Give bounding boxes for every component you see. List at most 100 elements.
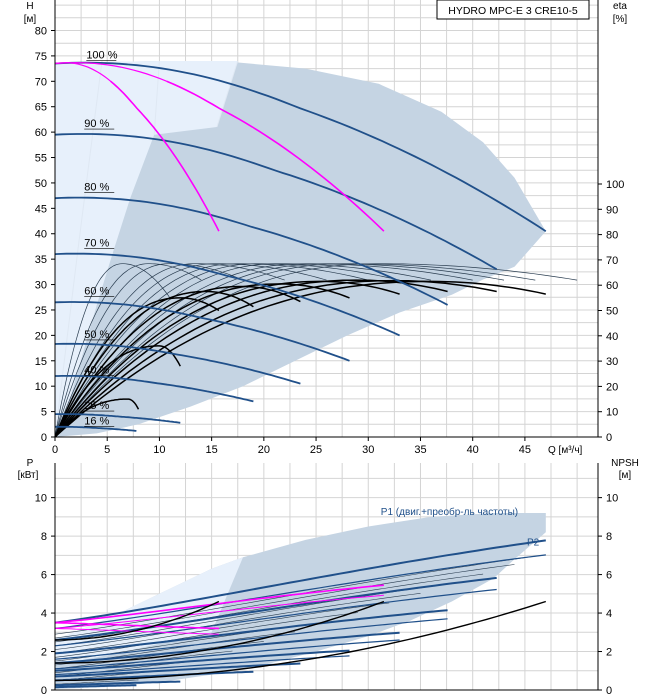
qh-partial-pump-curve <box>166 80 385 232</box>
power-envelope <box>55 513 546 689</box>
p1-curve <box>54 609 448 655</box>
envelope-edge <box>216 60 239 128</box>
right-tick-label: 50 <box>606 306 618 318</box>
qh-speed-curve <box>54 342 301 385</box>
operating-envelope <box>55 61 546 437</box>
right-axis-label: eta <box>613 1 627 12</box>
p1-curve <box>54 539 546 624</box>
p2-curve <box>54 588 497 647</box>
left-tick-label: 0 <box>41 432 47 444</box>
p1-curve <box>54 649 350 672</box>
series-label: P2 <box>527 538 540 549</box>
p1-curve <box>54 670 254 682</box>
npsh-curve <box>54 600 547 682</box>
qh-speed-curve <box>55 413 181 424</box>
speed-label: 100 % <box>86 49 117 61</box>
p-tick-label: 6 <box>41 570 47 582</box>
right-tick-label: 90 <box>606 204 618 216</box>
speed-label: 80 % <box>84 182 109 194</box>
power-envelope-light <box>55 557 243 665</box>
efficiency-curve-thin <box>54 263 171 438</box>
efficiency-curve-thin <box>54 263 578 438</box>
left-tick-label: 75 <box>35 51 47 63</box>
right-tick-label: 20 <box>606 381 618 393</box>
npsh-tick-label: 4 <box>606 608 612 620</box>
speed-label: 40 % <box>84 364 109 376</box>
speed-label: 16 % <box>84 415 109 427</box>
npsh-tick-label: 10 <box>606 493 618 505</box>
left-tick-label: 5 <box>41 407 47 419</box>
npsh-tick-label: 2 <box>606 647 612 659</box>
p2-curve <box>54 618 448 660</box>
p1-curve <box>54 680 181 687</box>
p-tick-label: 0 <box>41 685 47 697</box>
p1-partial-curve <box>54 584 384 624</box>
efficiency-curve <box>54 280 400 438</box>
p2-partial-curve <box>54 594 384 629</box>
p1-curve <box>54 662 301 678</box>
npsh-curve <box>54 600 385 664</box>
envelope-edge <box>54 60 103 438</box>
operating-envelope-light <box>55 61 238 437</box>
right-tick-label: 10 <box>606 407 618 419</box>
p-tick-label: 10 <box>35 493 47 505</box>
left-tick-label: 30 <box>35 280 47 292</box>
efficiency-curve <box>54 279 497 438</box>
efficiency-curve <box>54 297 220 438</box>
right-tick-label: 70 <box>606 255 618 267</box>
npsh-tick-label: 6 <box>606 570 612 582</box>
npsh-axis-unit: [м] <box>619 470 632 481</box>
efficiency-curve-thin <box>54 263 369 438</box>
qh-partial-pump-curve-start <box>54 62 200 98</box>
envelope-edge <box>153 60 160 135</box>
speed-label: 90 % <box>84 118 109 130</box>
left-tick-label: 45 <box>35 203 47 215</box>
right-tick-label: 60 <box>606 280 618 292</box>
x-tick-label: 0 <box>52 444 58 456</box>
power-curve-thin <box>54 602 390 654</box>
x-tick-label: 25 <box>310 444 322 456</box>
x-tick-label: 30 <box>362 444 374 456</box>
x-tick-label: 15 <box>206 444 218 456</box>
left-tick-label: 70 <box>35 76 47 88</box>
qh-speed-curve <box>55 375 254 403</box>
npsh-tick-label: 8 <box>606 531 612 543</box>
qh-speed-curve <box>54 61 547 232</box>
p-axis-label: P <box>27 458 34 469</box>
left-tick-label: 60 <box>35 127 47 139</box>
efficiency-curve-thin <box>54 263 505 438</box>
left-tick-label: 10 <box>35 381 47 393</box>
qh-partial-pump-curve-start <box>54 62 128 98</box>
power-curve-thin <box>54 679 139 685</box>
efficiency-curve-thin <box>54 263 400 438</box>
power-npsh-plot: 0 2 4 6 8 10 0 2 4 6 8 10 P[кВт] NPSH[м] P1 (двиг.+пре… <box>18 458 639 697</box>
left-tick-label: 35 <box>35 254 47 266</box>
power-curve-thin <box>54 593 421 650</box>
speed-label: 25 % <box>84 400 109 412</box>
left-tick-label: 50 <box>35 178 47 190</box>
right-tick-label: 30 <box>606 356 618 368</box>
p-tick-label: 8 <box>41 531 47 543</box>
product-name: HYDRO MPC-E 3 CRE10-5 <box>448 5 578 17</box>
left-tick-label: 20 <box>35 330 47 342</box>
p2-curve <box>54 554 546 629</box>
left-tick-label: 80 <box>35 25 47 37</box>
speed-label: 50 % <box>84 329 109 341</box>
qh-speed-curve <box>54 133 498 271</box>
speed-label: 60 % <box>84 286 109 298</box>
p-tick-label: 4 <box>41 608 47 620</box>
qh-speed-curve <box>54 252 400 337</box>
x-axis-label: Q [м³/ч] <box>548 445 583 456</box>
series-label: P1 (двиг.+преобр-ль частоты) <box>381 506 518 518</box>
p1-curve <box>55 684 137 689</box>
p2-curve <box>54 639 400 670</box>
x-tick-label: 5 <box>104 444 110 456</box>
left-tick-label: 55 <box>35 153 47 165</box>
right-tick-label: 80 <box>606 230 618 242</box>
efficiency-curve-thin <box>54 263 285 438</box>
left-tick-label: 40 <box>35 229 47 241</box>
p1-curve <box>54 576 497 641</box>
product-name-box <box>436 0 590 20</box>
